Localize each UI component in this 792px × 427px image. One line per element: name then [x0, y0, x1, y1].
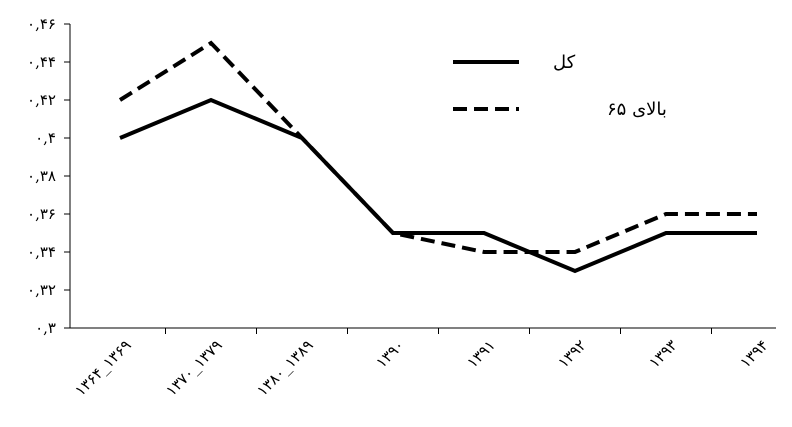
series-line-total [119, 97, 757, 274]
y-tick-label: ۰,۴۴ [27, 53, 56, 71]
legend-label: بالای ۶۵ [607, 99, 667, 120]
series-lines [118, 40, 757, 274]
legend: کل بالای ۶۵ [453, 52, 667, 120]
x-tick-label: ۱۳۹۲ [554, 336, 590, 372]
x-tick-label: ۱۳۸۰_۱۳۸۹ [253, 336, 317, 400]
x-tick-label: ۱۳۹۳ [645, 336, 681, 372]
x-tick-label: ۱۳۶۴_۱۳۶۹ [71, 336, 135, 400]
x-axis: ۱۳۶۴_۱۳۶۹ ۱۳۷۰_۱۳۷۹ ۱۳۸۰_۱۳۸۹ ۱۳۹۰ ۱۳۹۱ ۱۳۹۲ ۱… [70, 327, 776, 400]
y-axis: ۰,۳ ۰,۳۲ ۰,۳۴ ۰,۳۶ ۰,۳۸ ۰,۴ ۰,۴۲ ۰,۴۴ ۰,۴۶ [27, 15, 71, 337]
y-tick-label: ۰,۳۸ [27, 167, 56, 185]
y-tick-label: ۰,۳۴ [27, 243, 56, 261]
y-tick-label: ۰,۴۶ [27, 15, 56, 33]
legend-label: کل [553, 52, 576, 73]
x-tick-label: ۱۳۹۱ [463, 336, 499, 372]
x-tick-label: ۱۳۷۰_۱۳۷۹ [162, 336, 226, 400]
series-line-over-65 [118, 40, 757, 254]
x-tick-label: ۱۳۹۴ [736, 336, 772, 372]
y-tick-label: ۰,۳۶ [27, 205, 56, 223]
y-tick-label: ۰,۳ [35, 319, 56, 337]
y-tick-label: ۰,۳۲ [27, 281, 56, 299]
x-tick-label: ۱۳۹۰ [372, 336, 408, 372]
y-tick-label: ۰,۴۲ [27, 91, 56, 109]
y-tick-label: ۰,۴ [35, 129, 56, 147]
